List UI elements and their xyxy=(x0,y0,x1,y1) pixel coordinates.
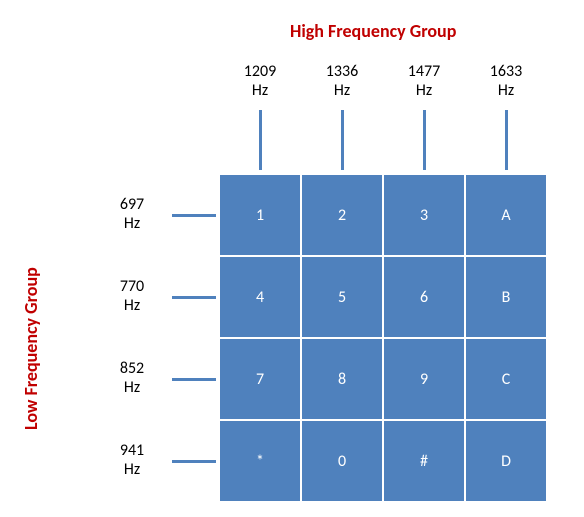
key-cell: 5 xyxy=(302,257,382,337)
col-tick xyxy=(505,110,508,170)
key-cell: * xyxy=(220,421,300,501)
key-cell: 1 xyxy=(220,175,300,255)
key-cell: 2 xyxy=(302,175,382,255)
key-cell: 7 xyxy=(220,339,300,419)
col-freq-label: 1336Hz xyxy=(312,62,372,100)
key-cell: B xyxy=(466,257,546,337)
col-freq-label: 1477Hz xyxy=(394,62,454,100)
row-tick xyxy=(172,460,216,463)
high-freq-title: High Frequency Group xyxy=(290,20,456,42)
row-tick xyxy=(172,378,216,381)
row-freq-label: 770Hz xyxy=(104,277,160,315)
col-freq-label: 1633Hz xyxy=(476,62,536,100)
row-freq-label: 852Hz xyxy=(104,359,160,397)
key-cell: A xyxy=(466,175,546,255)
key-cell: 3 xyxy=(384,175,464,255)
key-cell: 0 xyxy=(302,421,382,501)
key-cell: 9 xyxy=(384,339,464,419)
key-cell: 6 xyxy=(384,257,464,337)
row-tick xyxy=(172,296,216,299)
col-tick xyxy=(341,110,344,170)
col-tick xyxy=(259,110,262,170)
dtmf-grid: 123A 456B 789C *0#D xyxy=(218,173,548,503)
key-cell: 8 xyxy=(302,339,382,419)
row-freq-label: 697Hz xyxy=(104,195,160,233)
key-cell: D xyxy=(466,421,546,501)
row-tick xyxy=(172,214,216,217)
key-cell: # xyxy=(384,421,464,501)
key-cell: 4 xyxy=(220,257,300,337)
key-cell: C xyxy=(466,339,546,419)
row-freq-label: 941Hz xyxy=(104,441,160,479)
col-tick xyxy=(423,110,426,170)
col-freq-label: 1209Hz xyxy=(230,62,290,100)
low-freq-title: Low Frequency Group xyxy=(20,267,42,430)
